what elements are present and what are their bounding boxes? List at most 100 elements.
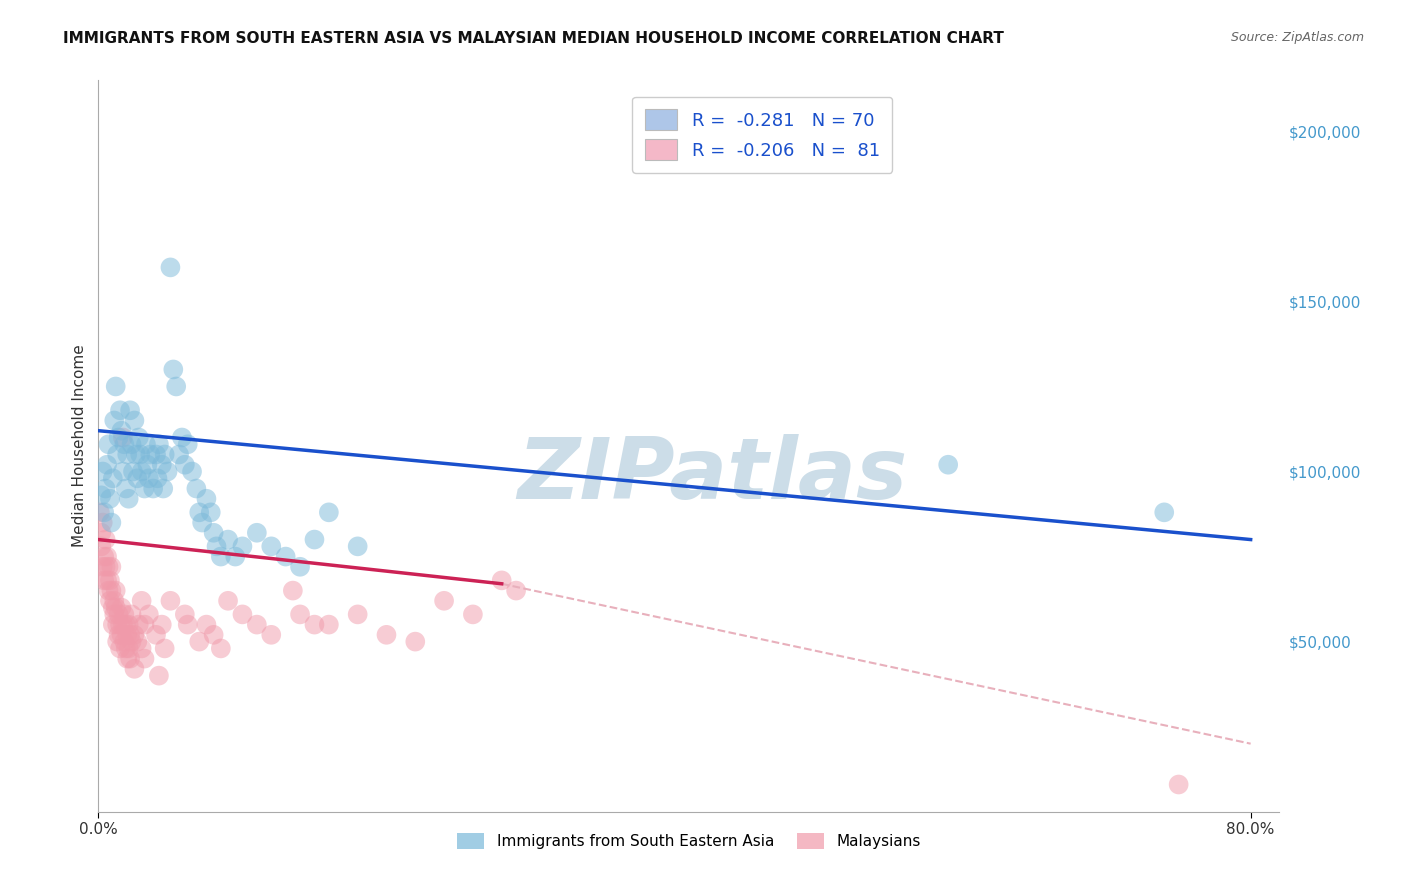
Point — [100, 559, 122, 574]
Point — [145, 448, 167, 462]
Point — [205, 540, 228, 554]
Point — [260, 540, 283, 554]
Point — [112, 634, 135, 648]
Point — [138, 607, 160, 622]
Point — [124, 413, 146, 427]
Point — [153, 641, 176, 656]
Point — [103, 594, 125, 608]
Point — [1167, 777, 1189, 791]
Point — [96, 574, 118, 588]
Point — [112, 437, 135, 451]
Point — [120, 403, 142, 417]
Point — [98, 574, 121, 588]
Point — [96, 458, 118, 472]
Point — [120, 628, 142, 642]
Point — [115, 628, 138, 642]
Point — [118, 641, 141, 656]
Point — [94, 533, 117, 547]
Point — [104, 379, 127, 393]
Point — [89, 505, 111, 519]
Point — [150, 617, 173, 632]
Point — [107, 628, 129, 642]
Point — [134, 617, 156, 632]
Text: Source: ZipAtlas.com: Source: ZipAtlas.com — [1230, 31, 1364, 45]
Point — [127, 634, 149, 648]
Point — [191, 516, 214, 530]
Point — [131, 465, 153, 479]
Point — [1153, 505, 1175, 519]
Point — [127, 471, 149, 485]
Point — [209, 549, 232, 564]
Point — [110, 424, 132, 438]
Point — [101, 600, 124, 615]
Point — [188, 634, 211, 648]
Point — [186, 482, 208, 496]
Point — [114, 482, 136, 496]
Point — [246, 617, 269, 632]
Point — [304, 533, 326, 547]
Point — [318, 505, 340, 519]
Point — [90, 525, 112, 540]
Point — [177, 437, 200, 451]
Point — [318, 617, 340, 632]
Point — [111, 430, 134, 444]
Point — [173, 607, 195, 622]
Point — [108, 617, 131, 632]
Point — [134, 482, 156, 496]
Point — [491, 574, 513, 588]
Point — [105, 448, 128, 462]
Point — [97, 583, 120, 598]
Point — [93, 505, 115, 519]
Point — [101, 617, 124, 632]
Point — [100, 516, 122, 530]
Point — [105, 617, 128, 632]
Point — [148, 437, 170, 451]
Point — [224, 549, 246, 564]
Text: ZIPatlas: ZIPatlas — [517, 434, 908, 516]
Point — [121, 607, 143, 622]
Point — [91, 465, 114, 479]
Point — [129, 448, 152, 462]
Y-axis label: Median Household Income: Median Household Income — [72, 344, 87, 548]
Point — [231, 540, 253, 554]
Point — [97, 437, 120, 451]
Point — [114, 617, 136, 632]
Point — [260, 628, 283, 642]
Point — [94, 482, 117, 496]
Point — [135, 437, 157, 451]
Point — [125, 448, 148, 462]
Point — [124, 662, 146, 676]
Point — [177, 617, 200, 632]
Point — [94, 559, 117, 574]
Point — [209, 641, 232, 656]
Point — [288, 607, 311, 622]
Point — [90, 488, 112, 502]
Point — [93, 549, 115, 564]
Point — [112, 607, 135, 622]
Point — [167, 448, 190, 462]
Point — [217, 533, 239, 547]
Point — [200, 505, 222, 519]
Point — [101, 471, 124, 485]
Point — [173, 458, 195, 472]
Point — [122, 465, 145, 479]
Point — [103, 413, 125, 427]
Point — [107, 430, 129, 444]
Point — [128, 617, 150, 632]
Point — [281, 583, 304, 598]
Point — [104, 600, 127, 615]
Point — [202, 628, 225, 642]
Point — [103, 607, 125, 622]
Point — [128, 430, 150, 444]
Point — [134, 651, 156, 665]
Point — [139, 448, 162, 462]
Point — [346, 607, 368, 622]
Point — [195, 491, 218, 506]
Point — [181, 465, 204, 479]
Point — [131, 641, 153, 656]
Point — [121, 634, 143, 648]
Point — [188, 505, 211, 519]
Point — [202, 525, 225, 540]
Point — [96, 549, 118, 564]
Point — [124, 628, 146, 642]
